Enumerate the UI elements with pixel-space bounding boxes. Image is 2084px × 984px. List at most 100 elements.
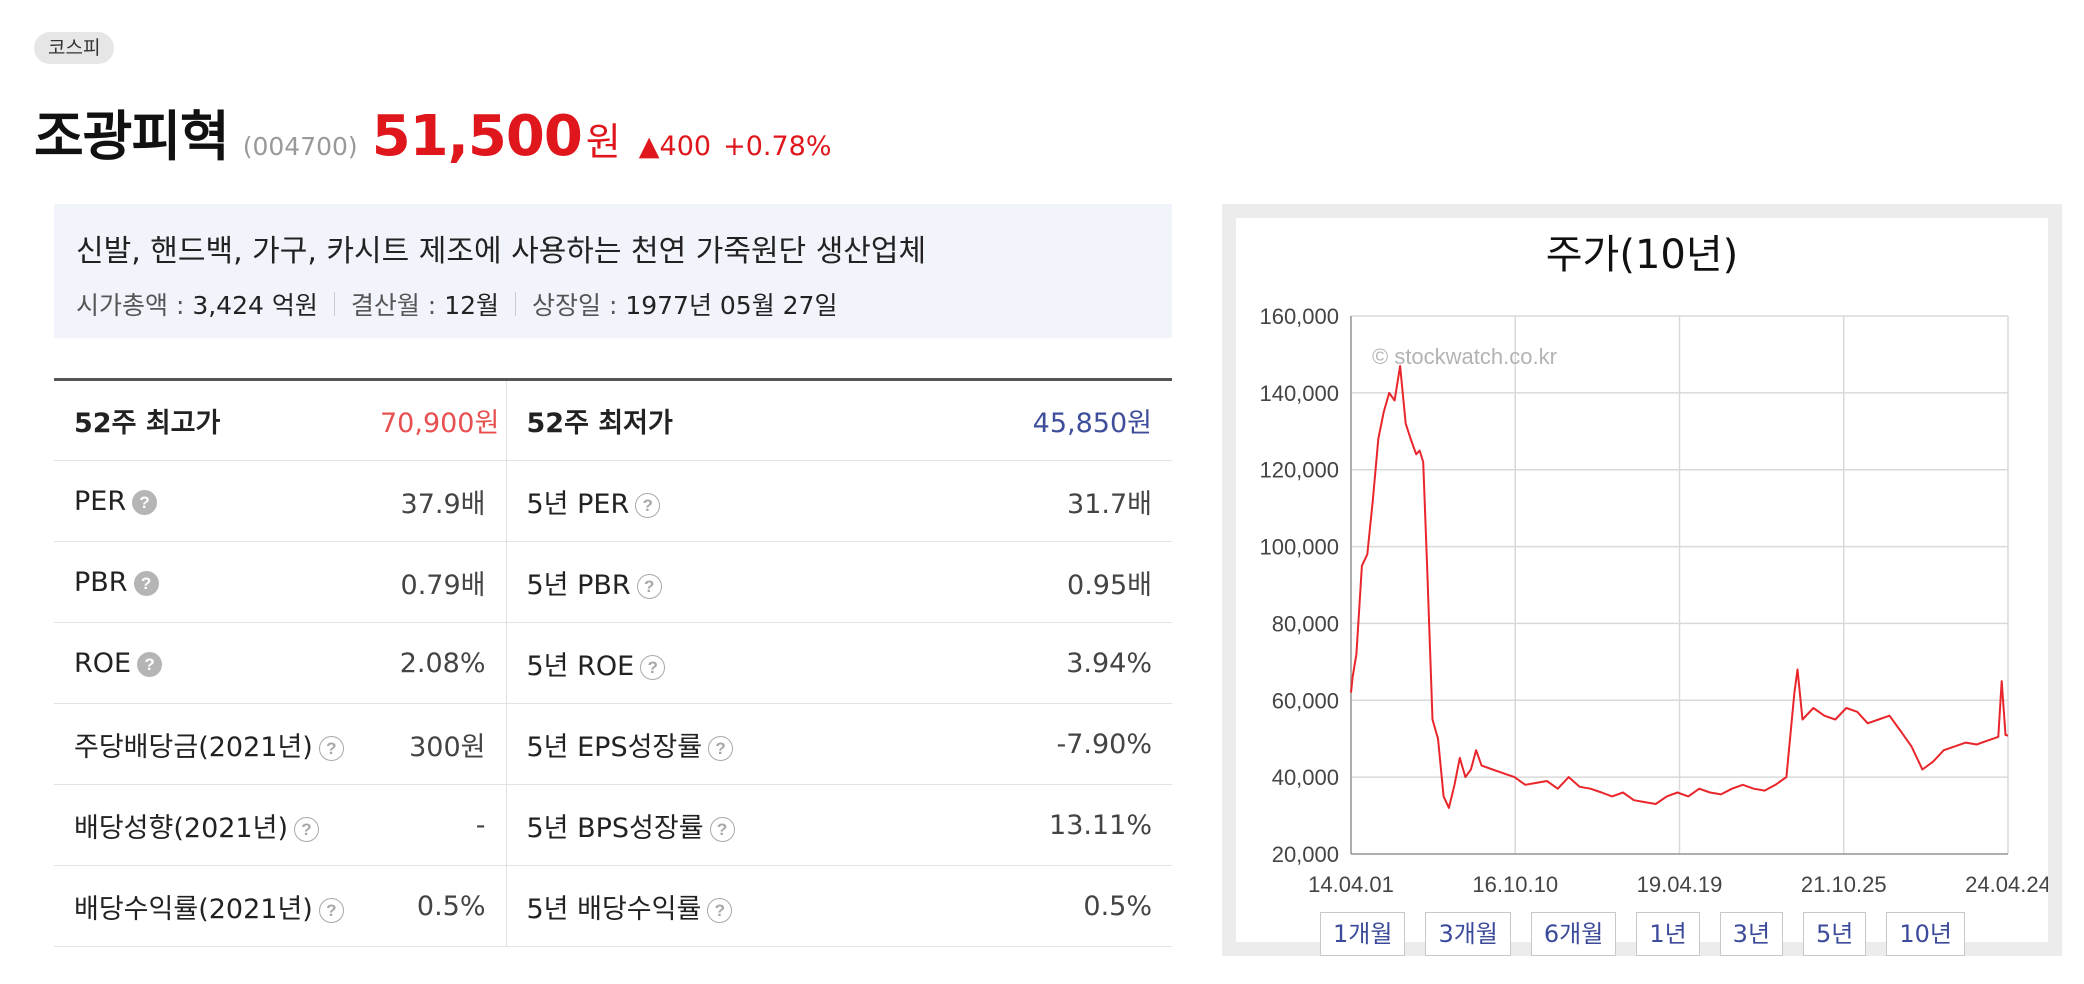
stat-label: 52주 최고가 — [54, 378, 360, 461]
chart-title: 주가(10년) — [1546, 232, 1739, 278]
fiscal-month-label: 결산월 : — [350, 291, 437, 320]
help-icon[interactable]: ? — [132, 489, 158, 515]
range-button-3m[interactable]: 3개월 — [1425, 912, 1511, 956]
fiscal-month-value: 12월 — [444, 291, 499, 320]
stat-label-text: 5년 BPS성장률 — [526, 812, 704, 844]
table-row: 배당성향(2021년)? - 5년 BPS성장률? 13.11% — [54, 784, 1172, 866]
stat-value: 0.5% — [836, 865, 1172, 947]
stock-code: (004700) — [242, 132, 358, 161]
stat-label: 배당성향(2021년)? — [54, 784, 360, 866]
stat-label: 52주 최저가 — [506, 378, 836, 461]
stat-label: 5년 배당수익률? — [506, 865, 836, 947]
table-row: 주당배당금(2021년)? 300원 5년 EPS성장률? -7.90% — [54, 703, 1172, 785]
range-button-10y[interactable]: 10년 — [1886, 912, 1966, 956]
stat-label: 5년 PER? — [506, 460, 836, 542]
stat-label-text: 배당수익률(2021년) — [74, 893, 313, 925]
help-icon[interactable]: ? — [318, 735, 344, 761]
stock-price: 51,500 — [371, 104, 583, 169]
range-button-5y[interactable]: 5년 — [1803, 912, 1867, 956]
y-tick-label: 60,000 — [1272, 688, 1339, 713]
stock-name: 조광피혁 — [34, 105, 230, 168]
stat-label: PBR? — [54, 541, 360, 623]
range-button-group: 1개월 3개월 6개월 1년 3년 5년 10년 — [1320, 912, 1966, 956]
stat-value: 13.11% — [836, 784, 1172, 866]
help-icon[interactable]: ? — [636, 573, 662, 599]
price-change-percent: +0.78% — [723, 131, 832, 162]
company-description: 신발, 핸드백, 가구, 카시트 제조에 사용하는 천연 가죽원단 생산업체 — [76, 234, 927, 269]
y-tick-label: 120,000 — [1259, 458, 1339, 483]
range-button-1m[interactable]: 1개월 — [1320, 912, 1406, 956]
stat-label-text: 5년 EPS성장률 — [526, 731, 703, 763]
market-cap-value: 3,424 억원 — [192, 291, 318, 320]
stat-value-52w-high: 70,900원 — [360, 378, 507, 461]
y-tick-label: 40,000 — [1272, 765, 1339, 790]
range-button-6m[interactable]: 6개월 — [1530, 912, 1617, 956]
price-change: ▲400 — [638, 131, 712, 162]
stat-label-text: PER — [74, 485, 127, 517]
table-row: 52주 최고가 70,900원 52주 최저가 45,850원 — [54, 378, 1172, 461]
stat-value-52w-low: 45,850원 — [836, 378, 1172, 461]
stat-value: 300원 — [360, 703, 507, 785]
table-row: PER? 37.9배 5년 PER? 31.7배 — [54, 460, 1172, 542]
stat-label: 배당수익률(2021년)? — [54, 865, 360, 947]
stat-label: 5년 PBR? — [506, 541, 836, 623]
stat-value: 0.5% — [360, 865, 507, 947]
meta-divider — [333, 292, 335, 316]
table-row: PBR? 0.79배 5년 PBR? 0.95배 — [54, 541, 1172, 623]
price-chart: 주가(10년) 20,000 40,000 60,000 80,000 100,000 12… — [1236, 218, 2048, 956]
x-tick-label: 21.10.25 — [1801, 872, 1887, 897]
x-tick-label: 19.04.19 — [1637, 872, 1723, 897]
stat-label: 5년 EPS성장률? — [506, 703, 836, 785]
x-tick-label: 24.04.24 — [1965, 872, 2048, 897]
help-icon[interactable]: ? — [293, 816, 319, 842]
stat-label-text: 5년 배당수익률 — [526, 893, 702, 925]
stat-label: 주당배당금(2021년)? — [54, 703, 360, 785]
valuation-table: 52주 최고가 70,900원 52주 최저가 45,850원 PER? 37.… — [54, 378, 1172, 947]
stat-value: 2.08% — [360, 622, 507, 704]
help-icon[interactable]: ? — [137, 651, 163, 677]
listing-date-label: 상장일 : — [532, 291, 618, 320]
help-icon[interactable]: ? — [635, 492, 661, 518]
y-tick-label: 140,000 — [1259, 381, 1339, 406]
company-summary: 신발, 핸드백, 가구, 카시트 제조에 사용하는 천연 가죽원단 생산업체 시… — [54, 204, 1172, 338]
price-unit: 원 — [585, 120, 621, 164]
help-icon[interactable]: ? — [709, 816, 735, 842]
table-row: 배당수익률(2021년)? 0.5% 5년 배당수익률? 0.5% — [54, 865, 1172, 947]
stat-value: - — [360, 784, 507, 866]
stat-value: 31.7배 — [836, 460, 1172, 542]
stat-label-text: 5년 PER — [526, 488, 630, 520]
stat-label: 5년 BPS성장률? — [506, 784, 836, 866]
table-row: ROE? 2.08% 5년 ROE? 3.94% — [54, 622, 1172, 704]
range-button-1y[interactable]: 1년 — [1636, 912, 1700, 956]
stat-label-text: 주당배당금(2021년) — [74, 731, 313, 763]
stat-label-text: PBR — [74, 566, 128, 598]
range-button-3y[interactable]: 3년 — [1719, 912, 1784, 956]
price-chart-panel: 주가(10년) 20,000 40,000 60,000 80,000 100,000 12… — [1222, 204, 2062, 956]
help-icon[interactable]: ? — [707, 897, 733, 923]
listing-date-value: 1977년 05월 27일 — [625, 291, 838, 320]
y-tick-label: 20,000 — [1272, 842, 1339, 867]
stat-value: 0.95배 — [836, 541, 1172, 623]
market-badge: 코스피 — [34, 32, 115, 64]
x-tick-label: 14.04.01 — [1308, 872, 1394, 897]
stat-label-text: 5년 PBR — [526, 569, 631, 601]
help-icon[interactable]: ? — [640, 654, 666, 680]
stock-title-row: 조광피혁 (004700) 51,500 원 ▲400 +0.78% — [34, 92, 832, 169]
company-meta: 시가총액 : 3,424 억원 결산월 : 12월 상장일 : 1977년 05… — [76, 286, 1150, 322]
stat-value: 3.94% — [836, 622, 1172, 704]
stat-value: 37.9배 — [360, 460, 507, 542]
chart-svg: 주가(10년) 20,000 40,000 60,000 80,000 100,000 12… — [1259, 232, 2048, 897]
help-icon[interactable]: ? — [133, 570, 159, 596]
stat-value: 0.79배 — [360, 541, 507, 623]
stat-label: PER? — [54, 460, 360, 542]
y-tick-label: 160,000 — [1259, 304, 1339, 329]
help-icon[interactable]: ? — [708, 735, 734, 761]
x-tick-label: 16.10.10 — [1472, 872, 1558, 897]
help-icon[interactable]: ? — [318, 897, 344, 923]
meta-divider — [515, 292, 516, 316]
market-cap-label: 시가총액 : — [76, 291, 185, 320]
y-tick-label: 100,000 — [1259, 535, 1339, 560]
stat-label: 5년 ROE? — [506, 622, 836, 704]
price-series-line — [1350, 365, 2009, 809]
stat-label-text: 배당성향(2021년) — [74, 812, 288, 844]
